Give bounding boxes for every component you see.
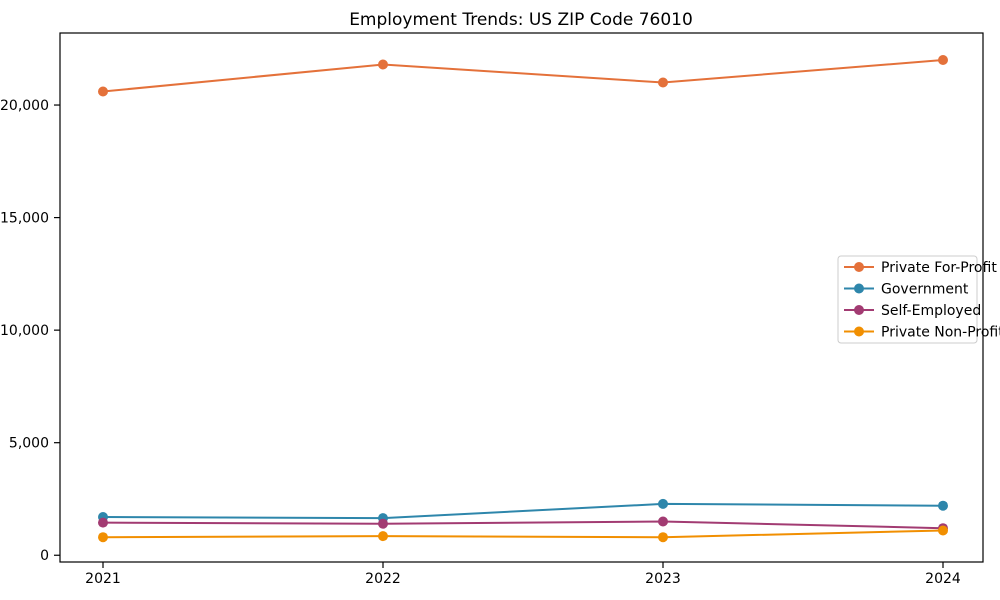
- legend-swatch-marker-private-non-profit: [854, 326, 864, 337]
- series-line-government: [102, 502, 944, 520]
- series-line-self-employed: [102, 520, 944, 530]
- legend-label-government: Government: [881, 282, 969, 298]
- y-tick-label: 0: [40, 548, 49, 564]
- y-tick-label: 20,000: [0, 98, 49, 114]
- x-tick-label: 2021: [85, 571, 121, 587]
- y-tick-label: 5,000: [9, 436, 49, 452]
- series-line-private-for-profit: [102, 59, 944, 93]
- series-marker-private-for-profit: [658, 77, 668, 88]
- series-marker-private-non-profit: [98, 532, 108, 543]
- series-marker-self-employed: [658, 516, 668, 527]
- x-tick-label: 2022: [365, 571, 401, 587]
- legend-label-self-employed: Self-Employed: [881, 303, 981, 319]
- y-tick-label: 15,000: [0, 211, 49, 227]
- x-tick-label: 2023: [645, 571, 681, 587]
- x-tick-label: 2024: [925, 571, 961, 587]
- legend-swatch-marker-private-for-profit: [854, 262, 864, 272]
- legend-box: [837, 255, 978, 344]
- series-marker-private-non-profit: [378, 531, 388, 542]
- series-marker-private-for-profit: [98, 86, 108, 97]
- series-marker-private-non-profit: [938, 525, 948, 536]
- series-marker-private-for-profit: [938, 55, 948, 65]
- series-marker-self-employed: [98, 517, 108, 528]
- plot-border: [59, 32, 984, 563]
- series-line-private-non-profit: [102, 529, 944, 539]
- plot-area: 0 5,000 10,000 15,000 20,000 2021 2022 2023 2024…: [0, 32, 1000, 587]
- legend-label-private-non-profit: Private Non-Profit: [881, 325, 1000, 341]
- series-marker-government: [658, 498, 668, 509]
- chart-title: Employment Trends: US ZIP Code 76010: [349, 10, 693, 30]
- series-marker-self-employed: [378, 518, 388, 529]
- series-marker-private-for-profit: [378, 59, 388, 70]
- series-marker-private-non-profit: [658, 532, 668, 543]
- legend-label-private-for-profit: Private For-Profit: [881, 260, 997, 276]
- legend-swatch-marker-self-employed: [854, 305, 864, 315]
- series-marker-government: [938, 500, 948, 511]
- legend-swatch-marker-government: [854, 283, 864, 294]
- y-tick-label: 10,000: [0, 323, 49, 339]
